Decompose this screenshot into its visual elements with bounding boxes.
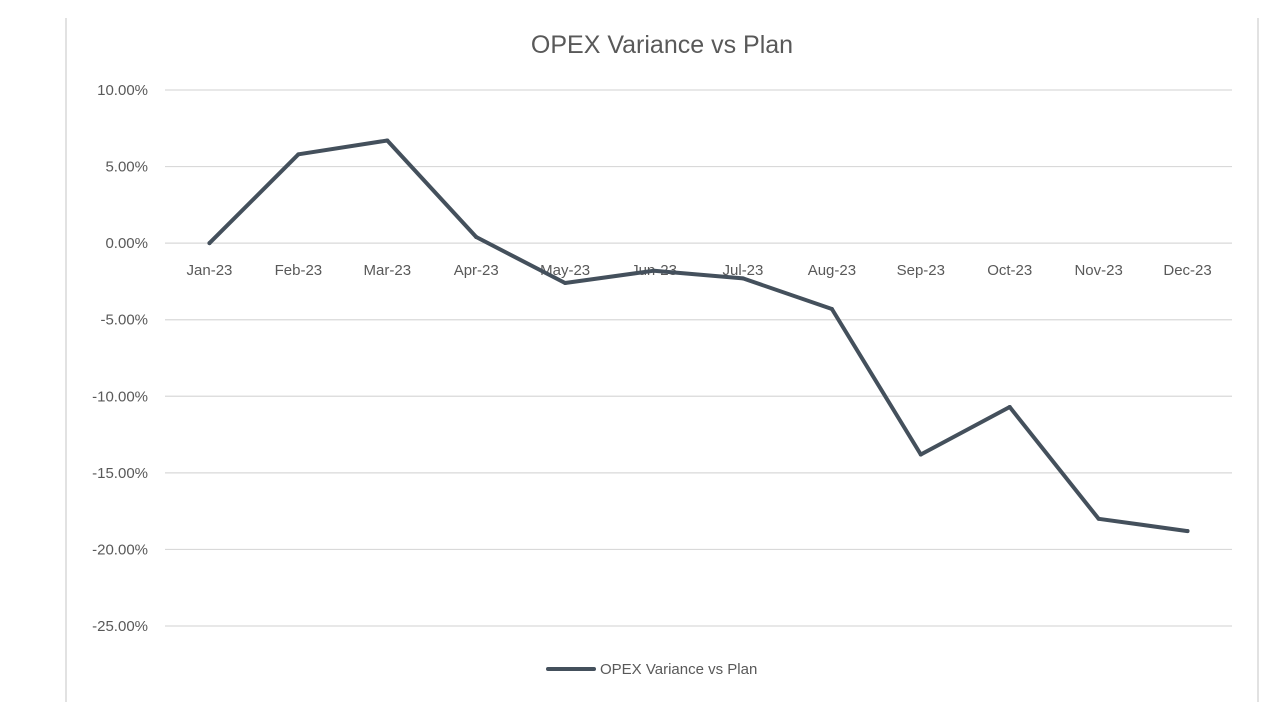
y-tick-label: 10.00% bbox=[97, 82, 148, 99]
data-point bbox=[563, 280, 568, 285]
y-tick-label: -20.00% bbox=[92, 541, 148, 558]
data-point bbox=[296, 152, 301, 157]
data-point bbox=[652, 268, 657, 273]
data-point bbox=[1007, 405, 1012, 410]
x-tick-label: Jul-23 bbox=[723, 262, 764, 279]
series-line bbox=[207, 138, 1190, 534]
data-point bbox=[385, 138, 390, 143]
y-tick-label: 5.00% bbox=[105, 159, 148, 176]
x-tick-label: Nov-23 bbox=[1074, 262, 1122, 279]
chart-title: OPEX Variance vs Plan bbox=[531, 31, 793, 59]
x-tick-label: Oct-23 bbox=[987, 262, 1032, 279]
data-point bbox=[474, 235, 479, 240]
x-axis-tick-labels: Jan-23 Feb-23 Mar-23 Apr-23 May-23 Jun-23 Jul-… bbox=[187, 262, 1212, 279]
x-tick-label: Dec-23 bbox=[1163, 262, 1211, 279]
y-tick-label: -25.00% bbox=[92, 618, 148, 635]
x-tick-label: Sep-23 bbox=[897, 262, 945, 279]
y-tick-label: -5.00% bbox=[100, 312, 148, 329]
data-point bbox=[918, 452, 923, 457]
series-layer bbox=[207, 138, 1190, 534]
x-tick-label: Jan-23 bbox=[187, 262, 233, 279]
data-point bbox=[740, 276, 745, 281]
x-tick-label: Apr-23 bbox=[454, 262, 499, 279]
y-tick-label: -10.00% bbox=[92, 388, 148, 405]
y-tick-label: -15.00% bbox=[92, 465, 148, 482]
x-tick-label: Feb-23 bbox=[275, 262, 323, 279]
gridlines bbox=[165, 89, 1232, 627]
legend-label: OPEX Variance vs Plan bbox=[600, 661, 757, 678]
data-point bbox=[829, 306, 834, 311]
data-point bbox=[207, 241, 212, 246]
x-tick-label: May-23 bbox=[540, 262, 590, 279]
x-tick-label: Aug-23 bbox=[808, 262, 856, 279]
y-axis-tick-labels: 10.00% 5.00% 0.00% -5.00% -10.00% -15.00% -20.… bbox=[92, 82, 148, 635]
data-point bbox=[1185, 529, 1190, 534]
y-tick-label: 0.00% bbox=[105, 235, 148, 252]
x-tick-label: Mar-23 bbox=[364, 262, 412, 279]
legend: OPEX Variance vs Plan bbox=[546, 661, 757, 678]
data-point bbox=[1096, 516, 1101, 521]
